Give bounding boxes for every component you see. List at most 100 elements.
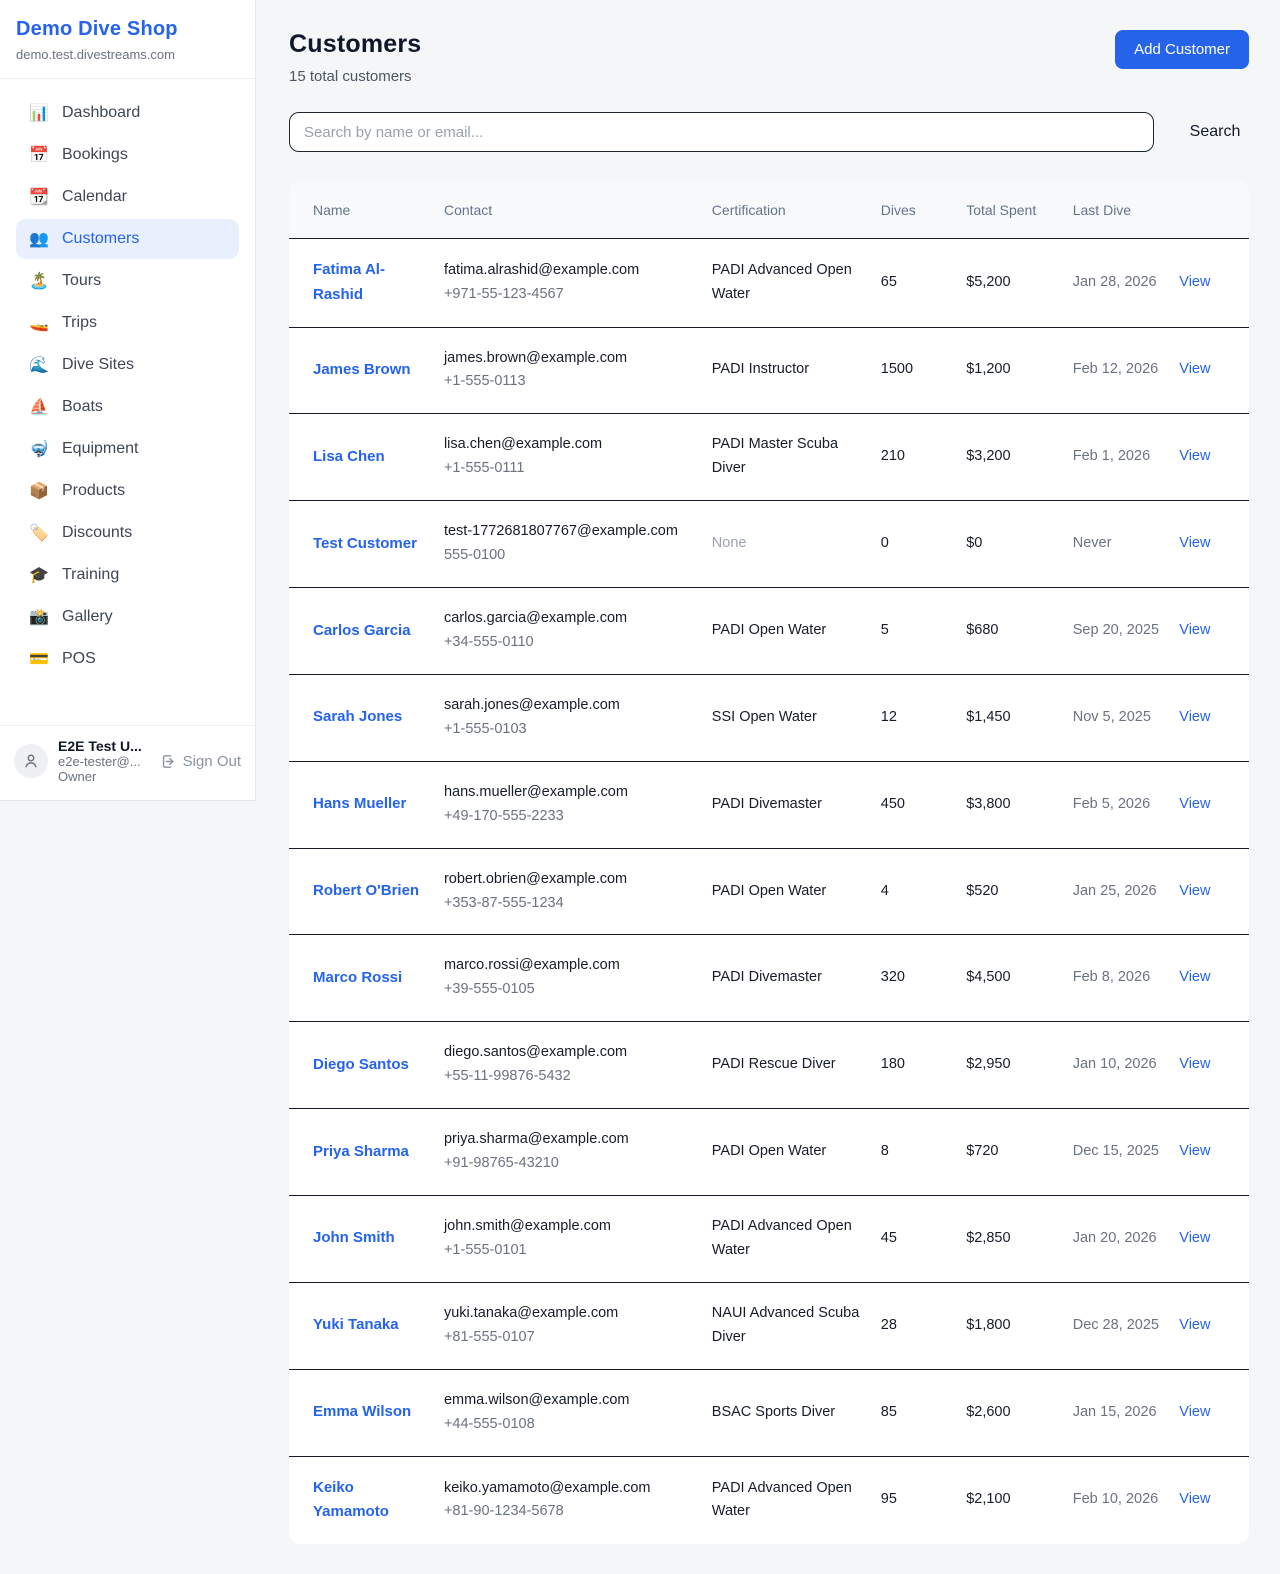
sidebar-item-equipment[interactable]: 🤿 Equipment bbox=[16, 429, 239, 469]
customer-email: hans.mueller@example.com bbox=[443, 783, 628, 800]
sidebar-item-products[interactable]: 📦 Products bbox=[16, 471, 239, 511]
view-customer-link[interactable]: View bbox=[1179, 1491, 1211, 1508]
customer-email: emma.wilson@example.com bbox=[443, 1391, 630, 1408]
customer-certification: PADI Rescue Diver bbox=[711, 1056, 836, 1073]
customer-name-link[interactable]: Priya Sharma bbox=[313, 1142, 409, 1160]
customer-name-link[interactable]: Diego Santos bbox=[313, 1055, 409, 1073]
customer-total-spent: $2,850 bbox=[956, 1194, 1063, 1283]
calendar-icon: 📆 bbox=[29, 189, 49, 206]
view-customer-link[interactable]: View bbox=[1179, 1056, 1211, 1073]
customer-name-link[interactable]: Robert O'Brien bbox=[313, 882, 420, 900]
customer-total-spent: $720 bbox=[956, 1108, 1063, 1196]
customer-certification: NAUI Advanced Scuba Diver bbox=[711, 1304, 860, 1345]
column-header-actions bbox=[1169, 180, 1249, 239]
bookings-icon: 📅 bbox=[29, 147, 49, 164]
sidebar-item-label: Dive Sites bbox=[62, 356, 135, 373]
customer-last-dive: Never bbox=[1062, 500, 1170, 588]
sidebar-item-training[interactable]: 🎓 Training bbox=[16, 555, 239, 595]
customer-name-link[interactable]: Emma Wilson bbox=[313, 1403, 412, 1421]
customer-certification: PADI Master Scuba Diver bbox=[711, 436, 839, 477]
customer-last-dive: Feb 12, 2026 bbox=[1062, 326, 1170, 414]
customer-name-link[interactable]: Sarah Jones bbox=[313, 708, 403, 726]
table-row: Test Customer test-1772681807767@example… bbox=[289, 500, 1249, 588]
table-row: Hans Mueller hans.mueller@example.com +4… bbox=[289, 760, 1249, 849]
customer-certification: PADI Open Water bbox=[711, 622, 827, 639]
customer-last-dive: Feb 10, 2026 bbox=[1062, 1455, 1170, 1545]
customer-phone: +1-555-0111 bbox=[443, 460, 525, 477]
customer-name-link[interactable]: Marco Rossi bbox=[313, 968, 403, 986]
sidebar-item-dive-sites[interactable]: 🌊 Dive Sites bbox=[16, 345, 239, 385]
customer-certification: PADI Divemaster bbox=[711, 795, 822, 812]
view-customer-link[interactable]: View bbox=[1179, 882, 1211, 899]
sidebar-item-tours[interactable]: 🏝️ Tours bbox=[16, 261, 239, 301]
customer-name-link[interactable]: Yuki Tanaka bbox=[313, 1316, 399, 1334]
add-customer-button[interactable]: Add Customer bbox=[1115, 30, 1249, 69]
person-icon bbox=[25, 754, 37, 768]
customer-certification: PADI Advanced Open Water bbox=[711, 1479, 852, 1520]
customer-dives: 65 bbox=[870, 237, 957, 328]
brand: Demo Dive Shop demo.test.divestreams.com bbox=[0, 0, 255, 79]
table-header-row: Name Contact Certification Dives Total S… bbox=[289, 180, 1249, 239]
table-row: James Brown james.brown@example.com +1-5… bbox=[289, 326, 1249, 414]
customer-last-dive: Sep 20, 2025 bbox=[1062, 587, 1170, 675]
page-title: Customers bbox=[289, 30, 422, 58]
sidebar-item-bookings[interactable]: 📅 Bookings bbox=[16, 135, 239, 175]
customer-last-dive: Jan 10, 2026 bbox=[1062, 1021, 1170, 1109]
trips-icon: 🚤 bbox=[29, 315, 49, 332]
sidebar-item-discounts[interactable]: 🏷️ Discounts bbox=[16, 513, 239, 553]
sign-out-button[interactable]: Sign Out bbox=[160, 753, 241, 770]
customer-phone: +81-90-1234-5678 bbox=[443, 1503, 564, 1520]
sidebar-item-gallery[interactable]: 📸 Gallery bbox=[16, 597, 239, 637]
sign-out-label: Sign Out bbox=[182, 752, 241, 770]
table-row: Carlos Garcia carlos.garcia@example.com … bbox=[289, 587, 1249, 675]
sidebar-item-customers[interactable]: 👥 Customers bbox=[16, 219, 239, 259]
sidebar-item-dashboard[interactable]: 📊 Dashboard bbox=[16, 93, 239, 133]
view-customer-link[interactable]: View bbox=[1179, 1143, 1211, 1160]
sidebar-item-boats[interactable]: ⛵ Boats bbox=[16, 387, 239, 427]
view-customer-link[interactable]: View bbox=[1179, 1403, 1211, 1420]
avatar bbox=[14, 744, 48, 778]
customer-total-spent: $2,600 bbox=[956, 1368, 1063, 1456]
sidebar-item-trips[interactable]: 🚤 Trips bbox=[16, 303, 239, 343]
view-customer-link[interactable]: View bbox=[1179, 535, 1211, 552]
view-customer-link[interactable]: View bbox=[1179, 622, 1211, 639]
view-customer-link[interactable]: View bbox=[1179, 361, 1211, 378]
sidebar-nav: 📊 Dashboard 📅 Bookings 📆 Calendar 👥 Cust… bbox=[0, 79, 255, 725]
dive-sites-icon: 🌊 bbox=[29, 357, 49, 374]
customer-phone: 555-0100 bbox=[443, 547, 506, 564]
customer-email: james.brown@example.com bbox=[443, 349, 628, 366]
sidebar-item-calendar[interactable]: 📆 Calendar bbox=[16, 177, 239, 217]
customer-name-link[interactable]: James Brown bbox=[313, 360, 411, 378]
customer-dives: 12 bbox=[870, 673, 957, 762]
customer-name-link[interactable]: Fatima Al-Rashid bbox=[313, 260, 385, 303]
search-input[interactable] bbox=[289, 112, 1154, 152]
equipment-icon: 🤿 bbox=[29, 441, 49, 458]
customer-name-link[interactable]: Carlos Garcia bbox=[313, 621, 411, 639]
user-name: E2E Test U... bbox=[58, 738, 142, 754]
boats-icon: ⛵ bbox=[29, 399, 49, 416]
view-customer-link[interactable]: View bbox=[1179, 969, 1211, 986]
customer-total-spent: $520 bbox=[956, 847, 1063, 935]
view-customer-link[interactable]: View bbox=[1179, 795, 1211, 812]
sidebar-item-label: Customers bbox=[62, 230, 140, 247]
customer-name-link[interactable]: Hans Mueller bbox=[313, 795, 407, 813]
customer-total-spent: $1,800 bbox=[956, 1281, 1063, 1370]
customer-phone: +91-98765-43210 bbox=[443, 1155, 559, 1172]
column-header-total-spent: Total Spent bbox=[956, 180, 1063, 239]
customer-name-link[interactable]: Test Customer bbox=[313, 534, 417, 552]
customer-dives: 45 bbox=[870, 1194, 957, 1283]
view-customer-link[interactable]: View bbox=[1179, 1316, 1211, 1333]
view-customer-link[interactable]: View bbox=[1179, 448, 1211, 465]
view-customer-link[interactable]: View bbox=[1179, 273, 1211, 290]
sidebar-item-label: Tours bbox=[62, 272, 102, 289]
customer-email: priya.sharma@example.com bbox=[443, 1131, 629, 1148]
view-customer-link[interactable]: View bbox=[1179, 708, 1211, 725]
customer-name-link[interactable]: John Smith bbox=[313, 1229, 395, 1247]
view-customer-link[interactable]: View bbox=[1179, 1229, 1211, 1246]
customer-dives: 180 bbox=[870, 1021, 957, 1109]
customer-total-spent: $0 bbox=[956, 500, 1063, 588]
sidebar-item-pos[interactable]: 💳 POS bbox=[16, 639, 239, 679]
search-button[interactable]: Search bbox=[1181, 117, 1249, 147]
dashboard-icon: 📊 bbox=[29, 105, 49, 122]
customer-name-link[interactable]: Lisa Chen bbox=[313, 447, 385, 465]
